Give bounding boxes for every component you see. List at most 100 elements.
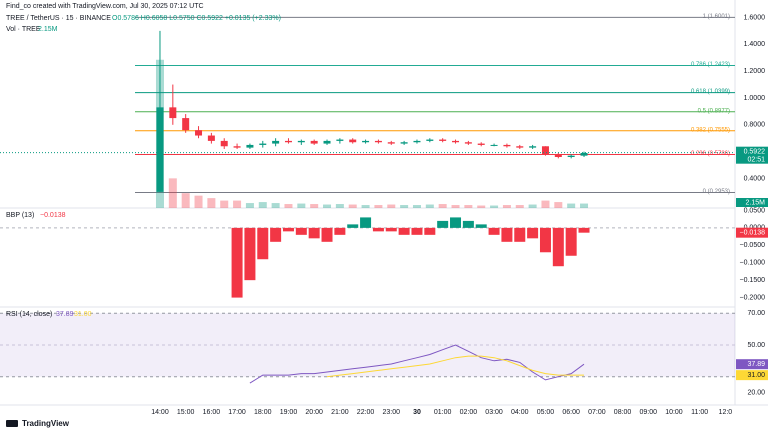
candle-body [464,142,472,144]
x-tick-label: 04:00 [511,409,529,416]
volume-bar [541,200,550,208]
brand-logo [6,420,18,427]
candle-body [362,140,370,143]
volume-bar [310,204,319,208]
volume-bar [207,198,216,208]
x-tick-label: 06:00 [562,409,580,416]
y-tick-label: 0.0500 [744,207,766,214]
volume-tag: 2.15M [746,199,766,206]
candle-body [387,142,395,144]
volume-bar [168,178,177,208]
fib-label: 0 (0.2953) [703,189,730,195]
volume-bar [387,204,396,208]
candle-body [246,144,254,148]
y-tick-label: 0.4000 [744,175,766,182]
candle-body [297,140,305,143]
volume-bar [554,202,563,208]
x-tick-label: 09:00 [639,409,657,416]
volume-bar [580,203,589,208]
bbp-bar [488,227,500,235]
volume-tag-bg [736,198,768,207]
fib-label: 0.786 (1.2423) [691,62,730,68]
x-tick-label: 19:00 [280,409,298,416]
volume-title: Vol · TREE [6,26,41,33]
candle-body [272,140,280,144]
candle-body [323,140,331,144]
candle-body [207,135,215,141]
bbp-title: BBP (13) [6,212,34,219]
volume-bar [438,204,447,208]
rsi-ma-value: 31.00 [74,311,92,318]
bbp-bar [411,227,423,235]
candle-body [182,118,190,131]
bbp-bar [398,227,410,235]
candle-body [233,146,241,148]
volume-value: 2.15M [38,26,58,33]
bbp-bar [295,227,307,235]
x-tick-label: 17:00 [228,409,246,416]
fib-label: 0.236 (0.5786) [691,151,730,157]
bbp-bar [385,227,397,232]
x-tick-label: 20:00 [305,409,323,416]
y-tick-label: −0.1500 [740,277,766,284]
bbp-bar [475,224,487,228]
candle-body [220,140,228,147]
bbp-bar [578,227,590,233]
candle-body [349,139,357,143]
volume-bar [194,195,203,208]
x-tick-label: 21:00 [331,409,349,416]
bbp-bar [347,224,359,228]
candle-body [169,107,177,119]
volume-bar [451,205,460,208]
candle-body [156,107,164,192]
candle-body [413,140,421,143]
x-tick-label: 03:00 [485,409,503,416]
bbp-bar [552,227,564,267]
price-tag-bg [736,146,768,164]
symbol-title: TREE / TetherUS · 15 · BINANCE [6,15,111,22]
bbp-bar [450,217,462,228]
credit: Find_co created with TradingView.com, Ju… [6,3,204,10]
volume-bar [258,202,267,208]
volume-bar [502,205,511,208]
bbp-tag-bg [736,227,768,238]
candle-body [541,146,549,155]
x-tick-label: 10:00 [665,409,683,416]
y-tick-label: 50.00 [747,342,765,349]
bbp-bar [437,220,449,228]
volume-bar [181,193,190,208]
y-tick-label: 0.8000 [744,122,766,129]
y-tick-label: 20.00 [747,389,765,396]
candle-body [580,152,588,156]
candle-body [477,143,485,145]
volume-bar [233,200,242,208]
volume-bar [374,205,383,208]
candle-body [567,155,575,158]
y-tick-label: 70.00 [747,310,765,317]
candle-body [310,140,318,144]
x-tick-label: 01:00 [434,409,452,416]
candle-body [374,140,382,143]
volume-bar [220,200,229,208]
volume-bar [412,205,421,208]
plot: 14:00 15:00 16:00 17:00 18:00 19:00 20:00 21:00… [0,14,768,416]
x-tick-label: 11:00 [691,409,708,416]
candle-body [426,139,434,141]
bbp-tag: −0.0138 [740,230,766,237]
ohlc: O0.5786 H0.6058 L0.5750 C0.5922 +0.0135 … [112,15,281,22]
bbp-bar [527,227,539,239]
candle-body [529,146,537,148]
y-tick-label: 1.2000 [744,68,766,75]
bbp-bar [424,227,436,235]
x-tick-label: 07:00 [588,409,606,416]
bbp-bar [360,217,372,228]
x-tick-label: 23:00 [383,409,401,416]
countdown: 02:51 [747,157,765,164]
volume-bar [477,205,486,208]
bbp-bar [282,227,294,232]
candle-body [400,142,408,144]
bbp-bar [372,227,384,232]
fib-label: 0.382 (0.7555) [691,127,730,133]
